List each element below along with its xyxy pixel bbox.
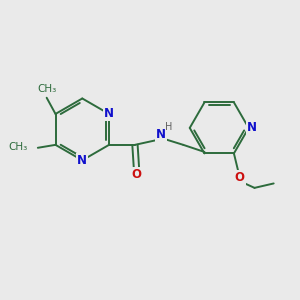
Text: H: H: [165, 122, 172, 132]
Text: N: N: [77, 154, 87, 167]
Text: N: N: [104, 107, 114, 120]
Text: CH₃: CH₃: [37, 85, 56, 94]
Text: CH₃: CH₃: [8, 142, 28, 152]
Text: O: O: [131, 168, 141, 181]
Text: O: O: [235, 171, 245, 184]
Text: N: N: [247, 122, 257, 134]
Text: N: N: [156, 128, 166, 141]
